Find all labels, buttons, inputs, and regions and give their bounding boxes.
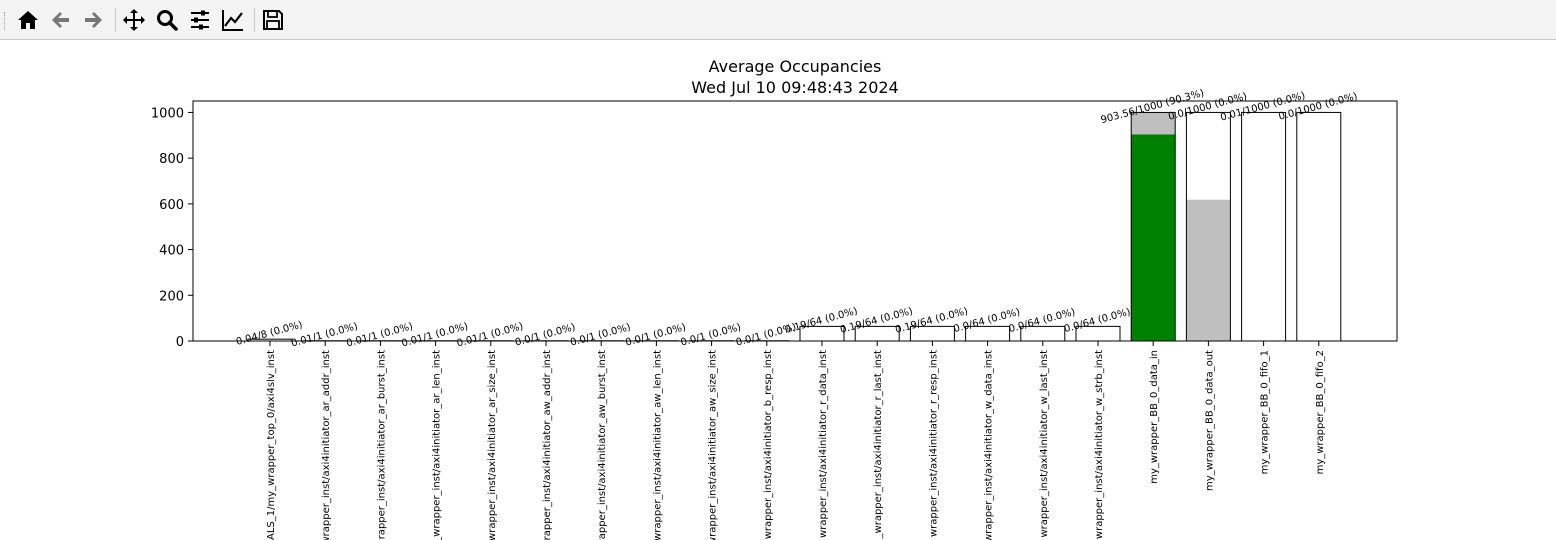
- x-tick-label: wrapper_inst/axi4initiator_ar_burst_inst: [376, 350, 387, 540]
- pan-button[interactable]: [120, 6, 148, 34]
- x-tick-label: wrapper_inst/axi4initiator_w_strb_inst: [1094, 350, 1105, 539]
- capacity-bar: [1241, 112, 1286, 341]
- toolbar-separator: [115, 8, 116, 32]
- x-tick-label: wrapper_inst/axi4initiator_b_resp_inst: [763, 350, 774, 539]
- y-tick-label: 200: [159, 289, 184, 304]
- zoom-button[interactable]: [153, 6, 181, 34]
- back-button[interactable]: [47, 6, 75, 34]
- home-icon: [18, 11, 38, 29]
- bar-group[interactable]: [1241, 111, 1287, 342]
- bars: [247, 111, 1342, 342]
- x-tick-label: wrapper_inst/axi4initiator_ar_size_inst: [487, 350, 498, 540]
- x-tick-label: ALS_1/my_wrapper_top_0/axi4slv_inst: [266, 350, 277, 540]
- save-button[interactable]: [259, 6, 287, 34]
- capacity-bar: [855, 326, 900, 341]
- y-tick-label: 800: [159, 152, 184, 167]
- capacity-bar: [1020, 326, 1065, 341]
- x-tick-label: wrapper_inst/axi4initiator_w_data_inst: [984, 350, 995, 540]
- x-tick-label: wrapper_inst/axi4initiator_ar_addr_inst: [321, 350, 332, 540]
- capacity-bar: [800, 326, 844, 341]
- x-tick-label: wrapper_inst/axi4initiator_aw_burst_inst: [597, 350, 608, 540]
- x-tick-label: wrapper_inst/axi4initiator_aw_size_inst: [708, 350, 719, 540]
- edit-axes-button[interactable]: [219, 6, 247, 34]
- sliders-icon: [191, 10, 209, 30]
- max-occupancy-bar: [1186, 199, 1231, 341]
- avg-occupancy-bar: [1131, 134, 1176, 341]
- x-axis: ALS_1/my_wrapper_top_0/axi4slv_inst wrapp…: [266, 341, 1326, 540]
- x-tick-label: wrapper_inst/axi4initiator_aw_addr_inst: [542, 350, 553, 540]
- bar-group[interactable]: [1130, 111, 1176, 342]
- chart-title: Average Occupancies: [709, 57, 882, 76]
- y-axis: 0 200 400 600 800 1000: [151, 106, 193, 350]
- x-tick-label: wrapper_inst/axi4initiator_r_data_inst: [818, 350, 829, 538]
- floppy-disk-icon: [263, 10, 283, 30]
- forward-button[interactable]: [79, 6, 107, 34]
- x-tick-label: wrapper_inst/axi4initiator_aw_len_inst: [652, 350, 663, 540]
- toolbar-grip: [4, 12, 8, 30]
- bar-group[interactable]: [1296, 111, 1342, 342]
- home-button[interactable]: [14, 6, 42, 34]
- x-tick-label: wrapper_inst/axi4initiator_w_last_inst: [1039, 350, 1050, 538]
- configure-subplots-button[interactable]: [186, 6, 214, 34]
- capacity-bar: [1076, 326, 1120, 341]
- arrow-right-icon: [85, 12, 102, 28]
- occupancy-bar-chart: Average Occupancies Wed Jul 10 09:48:43 …: [151, 57, 1398, 540]
- x-tick-label: my_wrapper_BB_0_fifo_1: [1260, 350, 1271, 474]
- y-tick-label: 600: [159, 198, 184, 213]
- chart-subtitle: Wed Jul 10 09:48:43 2024: [691, 78, 898, 97]
- bar-group[interactable]: [1185, 111, 1231, 342]
- capacity-bar: [248, 339, 292, 341]
- x-tick-label: _wrapper_inst/axi4initiator_r_last_inst: [873, 350, 884, 540]
- x-tick-label: my_wrapper_BB_0_data_in: [1149, 350, 1160, 484]
- x-tick-label: my_wrapper_BB_0_fifo_2: [1315, 350, 1326, 474]
- y-tick-label: 0: [176, 335, 184, 350]
- x-tick-label: my_wrapper_BB_0_data_out: [1204, 350, 1215, 491]
- x-tick-label: _wrapper_inst/axi4initiator_ar_len_inst: [432, 350, 443, 540]
- y-tick-label: 400: [159, 244, 184, 259]
- capacity-bar: [1296, 112, 1341, 341]
- move-icon: [123, 9, 145, 31]
- capacity-bar: [910, 326, 955, 341]
- navigation-toolbar: [0, 0, 1556, 40]
- x-tick-label: wrapper_inst/axi4initiator_r_resp_inst: [928, 350, 939, 537]
- line-chart-icon: [222, 10, 243, 31]
- capacity-bar: [965, 326, 1010, 341]
- toolbar-separator: [254, 8, 255, 32]
- y-tick-label: 1000: [151, 106, 184, 121]
- magnifier-icon: [157, 10, 178, 31]
- arrow-left-icon: [52, 12, 69, 28]
